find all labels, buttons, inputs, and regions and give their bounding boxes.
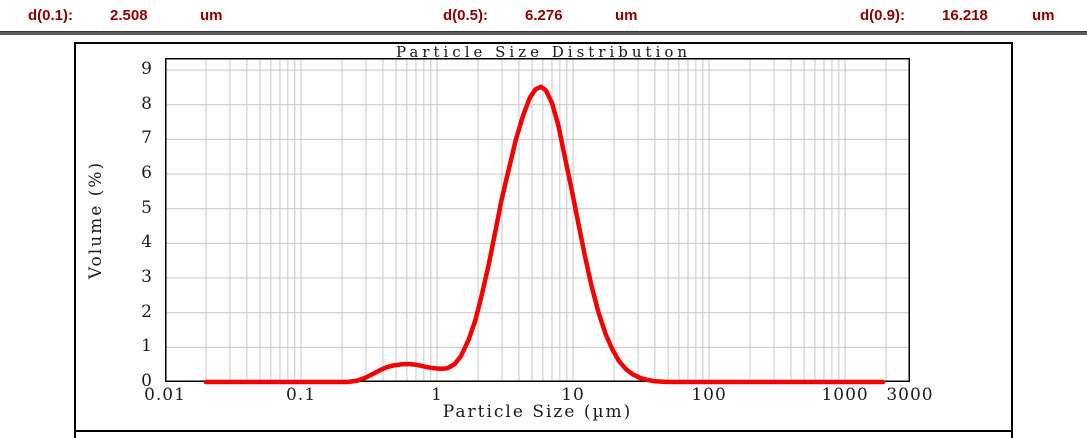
gridlines	[165, 58, 910, 382]
d10-unit: um	[200, 7, 223, 24]
d10-label: d(0.1):	[28, 7, 73, 24]
y-tick-label: 9	[141, 59, 152, 80]
x-tick-label: 100	[691, 385, 727, 405]
plot-area	[165, 58, 910, 385]
y-tick-label: 2	[141, 301, 152, 322]
distribution-curve	[203, 84, 886, 385]
d10-value: 2.508	[110, 7, 148, 24]
x-tick-label: 0.1	[285, 385, 317, 405]
d50-unit: um	[615, 7, 638, 24]
d90-value: 16.218	[942, 7, 988, 24]
x-axis-title: Particle Size (µm)	[442, 402, 633, 422]
y-tick-label: 7	[141, 128, 152, 149]
y-tick-label: 5	[141, 197, 152, 218]
d50-label: d(0.5):	[443, 7, 488, 24]
y-tick-label: 6	[141, 163, 152, 184]
chart-title: Particle Size Distribution	[395, 43, 692, 61]
x-tick-label: 3000	[886, 385, 934, 405]
x-tick-label: 1000	[821, 385, 869, 405]
d90-result: d(0.9): 16.218 um	[860, 7, 1055, 24]
d50-result: d(0.5): 6.276 um	[443, 7, 638, 24]
x-tick-label: 0.01	[144, 385, 186, 405]
header-divider	[0, 31, 1087, 35]
d50-value: 6.276	[525, 7, 563, 24]
x-tick-label: 1	[431, 385, 443, 405]
y-axis-title: Volume (%)	[86, 160, 106, 280]
y-tick-label: 0	[141, 371, 152, 391]
plot-border	[165, 58, 910, 382]
chart-frame	[74, 42, 1013, 432]
x-tick-label: 10	[561, 385, 585, 405]
y-tick-label: 1	[141, 336, 152, 357]
y-tick-label: 8	[141, 93, 152, 114]
d90-unit: um	[1032, 7, 1055, 24]
y-tick-label: 3	[141, 267, 152, 288]
next-section-frame	[74, 432, 1013, 438]
d90-label: d(0.9):	[860, 7, 905, 24]
d10-result: d(0.1): 2.508 um	[28, 7, 223, 24]
y-tick-label: 4	[141, 232, 152, 253]
